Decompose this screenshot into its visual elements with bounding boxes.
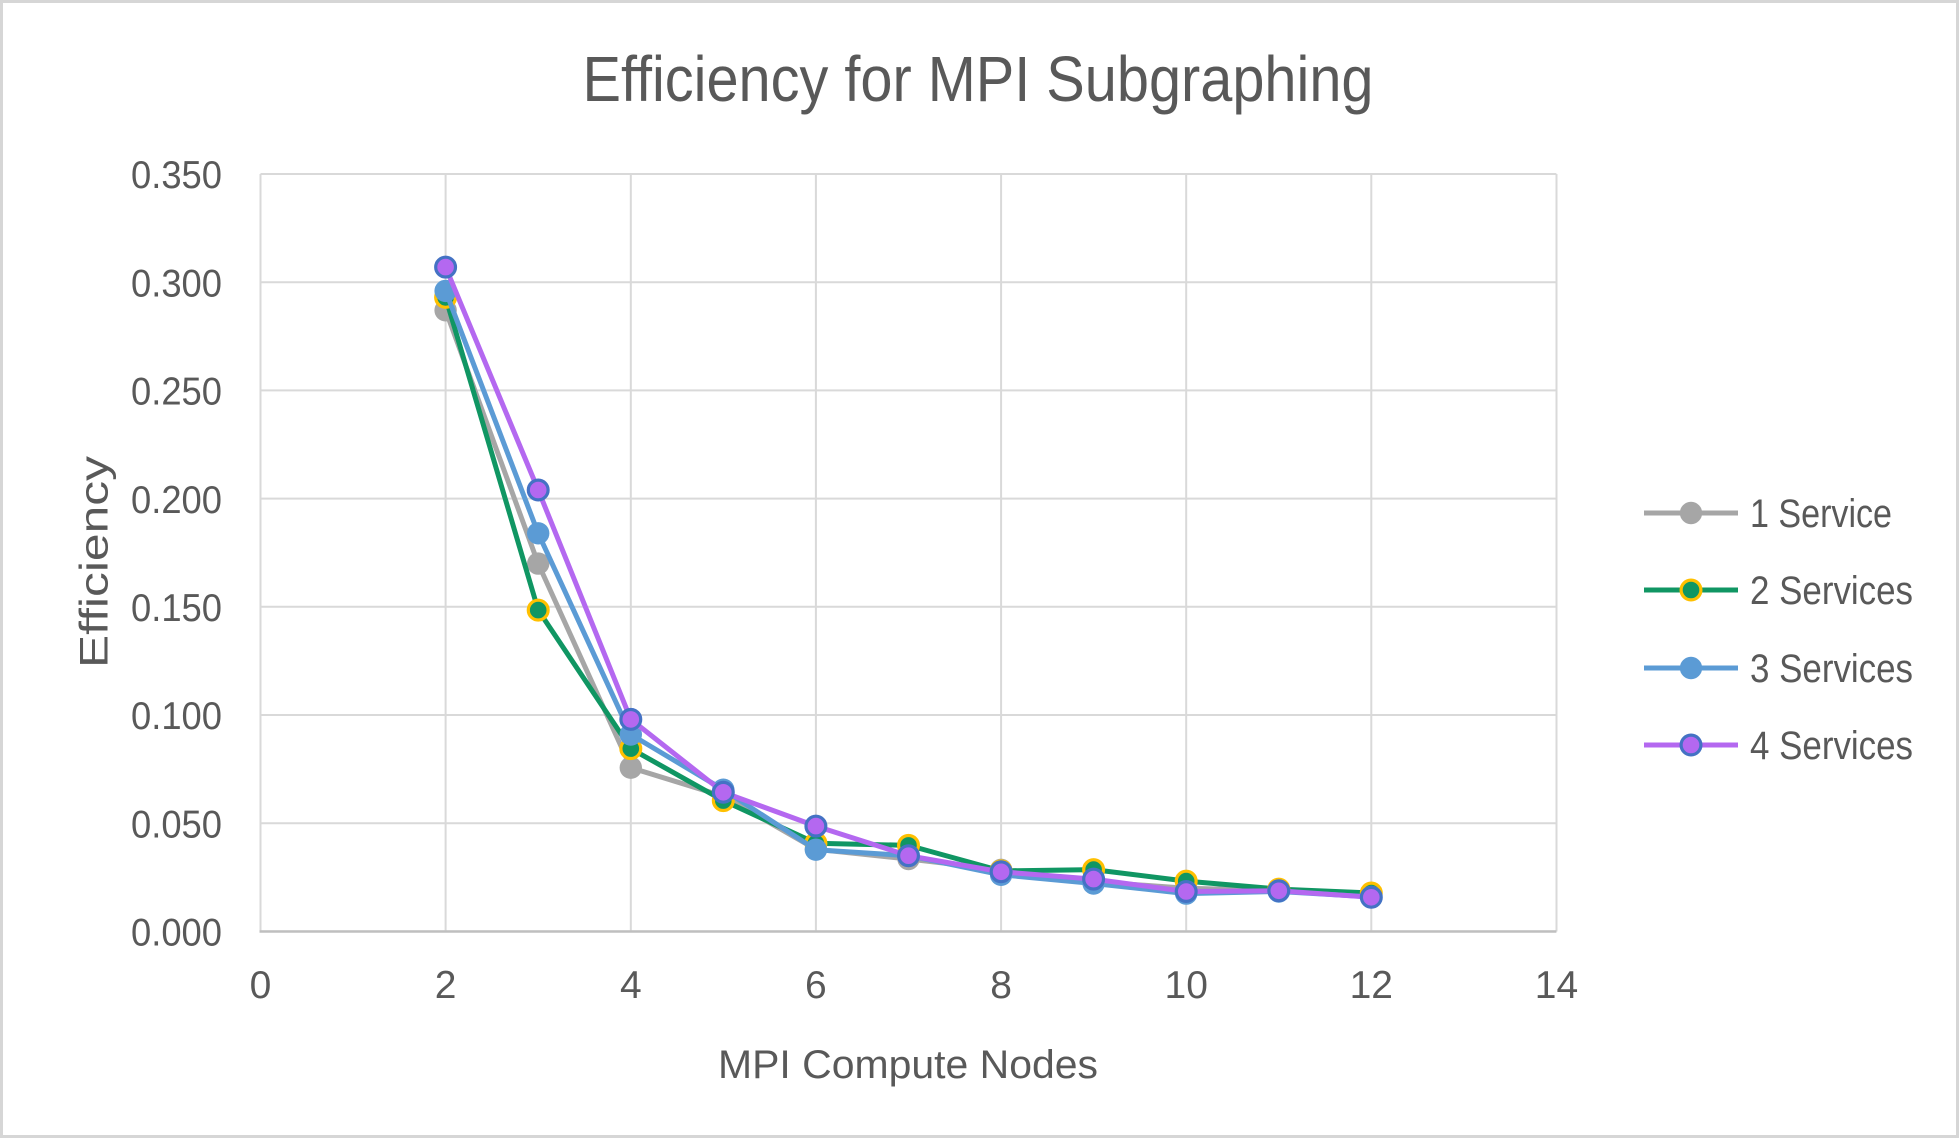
svg-text:2 Services: 2 Services: [1750, 569, 1913, 613]
svg-text:0.250: 0.250: [131, 371, 222, 414]
svg-text:0.350: 0.350: [131, 154, 222, 197]
svg-text:6: 6: [805, 964, 827, 1007]
svg-text:4 Services: 4 Services: [1750, 724, 1913, 768]
svg-text:0.000: 0.000: [131, 912, 222, 955]
svg-text:12: 12: [1350, 964, 1393, 1007]
svg-text:0.200: 0.200: [131, 479, 222, 522]
svg-text:2: 2: [435, 964, 457, 1007]
svg-text:0.050: 0.050: [131, 803, 222, 846]
svg-text:4: 4: [620, 964, 642, 1007]
svg-text:Efficiency: Efficiency: [73, 456, 117, 668]
svg-text:0: 0: [250, 964, 272, 1007]
svg-text:14: 14: [1535, 964, 1578, 1007]
svg-text:3 Services: 3 Services: [1750, 647, 1913, 691]
svg-text:0.150: 0.150: [131, 587, 222, 630]
svg-text:0.300: 0.300: [131, 262, 222, 305]
svg-text:1 Service: 1 Service: [1750, 492, 1892, 536]
svg-text:Efficiency for MPI Subgraphing: Efficiency for MPI Subgraphing: [583, 43, 1374, 115]
svg-text:MPI Compute Nodes: MPI Compute Nodes: [718, 1043, 1098, 1087]
svg-text:0.100: 0.100: [131, 695, 222, 738]
svg-text:10: 10: [1165, 964, 1208, 1007]
svg-text:8: 8: [990, 964, 1012, 1007]
